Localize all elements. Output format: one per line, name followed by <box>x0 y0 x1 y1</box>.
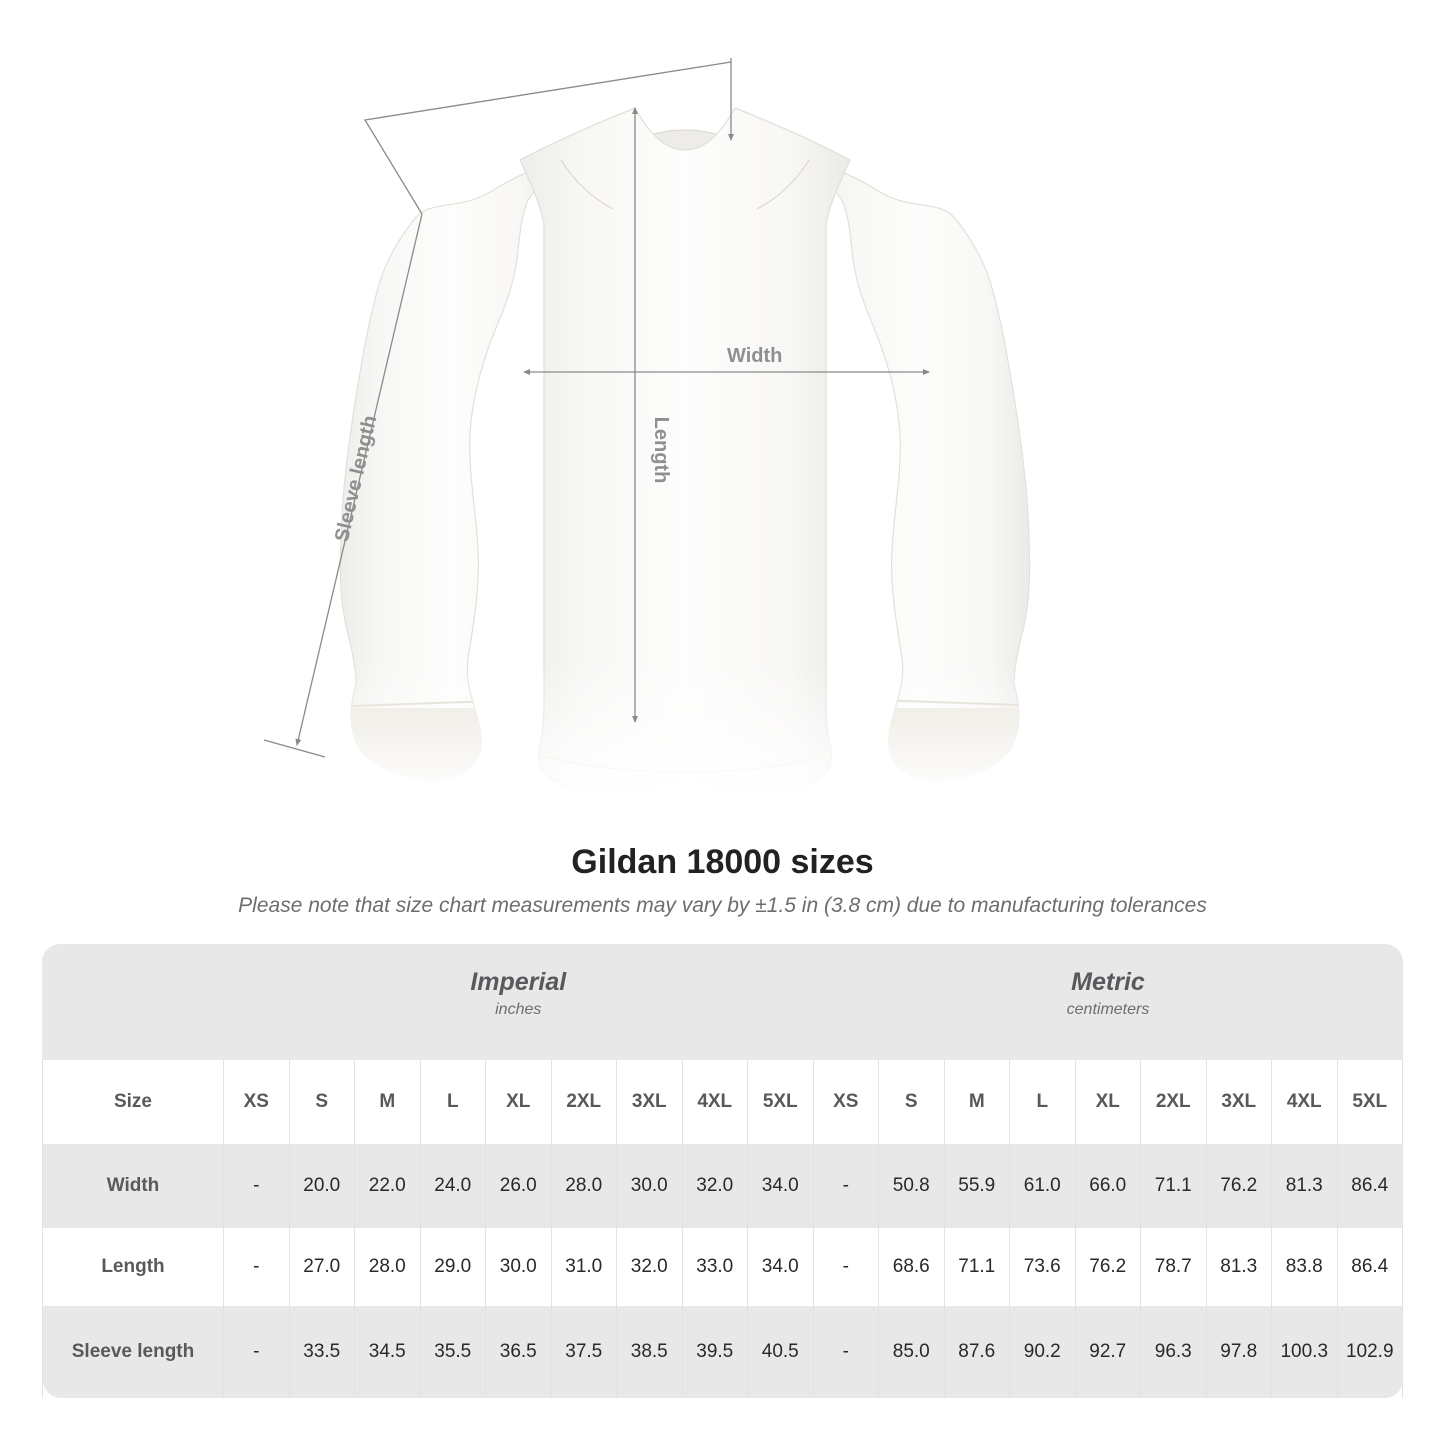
svg-text:Length: Length <box>650 417 672 484</box>
svg-text:Sleeve length: Sleeve length <box>331 413 381 544</box>
svg-text:Width: Width <box>727 345 782 367</box>
